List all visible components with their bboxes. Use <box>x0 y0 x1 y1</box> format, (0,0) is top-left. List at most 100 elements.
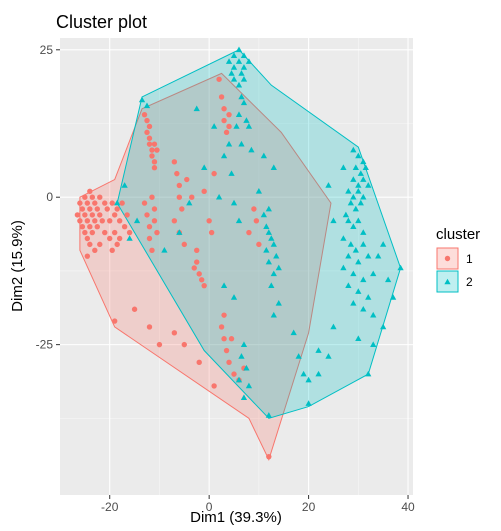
cluster-2-point <box>352 246 359 253</box>
cluster-1-point <box>89 194 96 200</box>
cluster-2-point <box>362 164 369 171</box>
cluster-1-point <box>181 241 187 248</box>
legend-label-1: 1 <box>466 252 473 266</box>
cluster-2-point <box>235 46 243 53</box>
cluster-2-point <box>126 235 133 241</box>
cluster-1-point <box>146 324 153 330</box>
cluster-2-point <box>240 394 248 401</box>
cluster-2-point <box>397 264 404 271</box>
cluster-2-point <box>268 282 275 288</box>
cluster-2-point <box>360 305 367 312</box>
cluster-1-point <box>196 271 202 277</box>
cluster-1-point <box>216 76 222 82</box>
cluster-2-point <box>365 252 372 259</box>
cluster-2-point <box>325 353 332 359</box>
y-axis-label: Dim2 (15.9%) <box>9 220 26 312</box>
cluster-1-point <box>84 200 91 206</box>
cluster-1-point <box>253 218 260 224</box>
cluster-1-point <box>102 200 108 206</box>
cluster-1-point <box>174 170 180 177</box>
cluster-2-point <box>347 241 354 247</box>
cluster-2-point <box>235 376 243 383</box>
cluster-1-point <box>126 229 133 236</box>
cluster-1-point <box>206 218 212 224</box>
cluster-2-point <box>245 123 253 129</box>
cluster-2-point <box>340 264 347 271</box>
cluster-2-point <box>290 329 297 336</box>
cluster-2-point <box>342 211 350 218</box>
cluster-1-point <box>121 223 128 230</box>
cluster-2-point <box>233 123 240 129</box>
cluster-2-point <box>352 205 359 212</box>
cluster-2-point <box>330 323 337 330</box>
cluster-1-point <box>89 229 96 236</box>
cluster-2-point <box>263 246 270 253</box>
cluster-2-point <box>300 370 307 377</box>
cluster-2-point <box>161 246 168 253</box>
cluster-1-point <box>196 359 202 366</box>
plot-panel <box>60 38 413 495</box>
cluster-1-point <box>94 206 100 212</box>
cluster-1-point <box>146 123 153 130</box>
cluster-1-point <box>223 347 230 354</box>
cluster-2-point <box>270 241 277 247</box>
cluster-2-point <box>176 229 183 235</box>
cluster-1-point <box>97 212 103 218</box>
cluster-2-point <box>345 252 352 259</box>
cluster-1-point <box>131 306 138 312</box>
cluster-1-point <box>111 229 118 236</box>
cluster-2-point <box>385 276 392 283</box>
cluster-1-point <box>116 235 123 242</box>
cluster-2-point <box>325 182 332 188</box>
cluster-1-point <box>87 223 93 230</box>
cluster-2-point <box>260 211 267 218</box>
cluster-2-point <box>340 235 347 241</box>
cluster-2-point <box>360 276 367 283</box>
cluster-2-point <box>305 400 312 406</box>
cluster-1-point <box>176 182 183 189</box>
cluster-1-point <box>107 218 113 224</box>
cluster-2-point <box>315 370 322 377</box>
cluster-1-point <box>171 218 178 224</box>
grid-lines <box>60 38 413 495</box>
cluster-1-point <box>92 218 98 224</box>
cluster-2-point <box>265 229 272 235</box>
cluster-1-point <box>114 241 120 248</box>
cluster-2-point <box>243 364 250 371</box>
cluster-1-point <box>109 247 115 253</box>
cluster-1-point <box>154 147 160 153</box>
x-tick-label: -20 <box>101 500 119 514</box>
cluster-2-point <box>138 96 146 103</box>
cluster-1-point <box>82 194 88 200</box>
cluster-2-point <box>340 164 347 171</box>
cluster-2-point <box>255 188 263 194</box>
cluster-2-point <box>357 170 364 176</box>
axes: -20 0 20 40 25 0 -25 <box>36 43 415 514</box>
cluster-2-point <box>360 158 367 165</box>
cluster-1-point <box>149 194 155 200</box>
cluster-1-point <box>221 336 227 342</box>
cluster-2-point <box>350 176 357 182</box>
legend-title: cluster <box>436 226 480 243</box>
cluster-2-point <box>360 229 367 235</box>
cluster-1-point <box>141 200 148 206</box>
cluster-2-point <box>355 335 362 342</box>
cluster-2-point <box>238 353 245 359</box>
cluster-2-point <box>265 412 272 418</box>
cluster-2-point <box>345 282 352 288</box>
cluster-2-point <box>270 164 277 171</box>
cluster-2-point <box>245 58 253 64</box>
cluster-2-point <box>240 341 248 347</box>
cluster-2-point <box>370 341 377 347</box>
cluster-2-point <box>350 223 357 230</box>
cluster-1-point <box>211 383 217 389</box>
cluster-1-point <box>116 218 123 224</box>
cluster-2-point <box>389 294 397 300</box>
cluster-2-point <box>230 294 238 300</box>
cluster-2-point <box>210 123 218 129</box>
cluster-2-point <box>347 199 354 206</box>
cluster-2-point <box>365 294 372 300</box>
x-tick-label: 40 <box>401 500 415 514</box>
cluster-2-point <box>201 164 208 171</box>
cluster-1-point <box>144 129 150 136</box>
